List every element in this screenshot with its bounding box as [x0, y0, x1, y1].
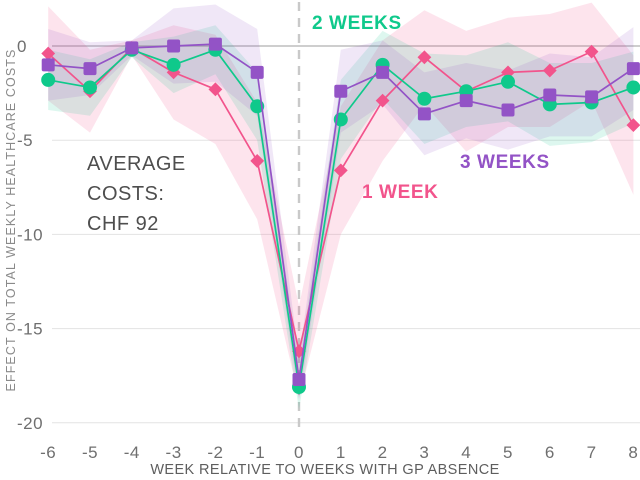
y-tick-label: -10 — [17, 225, 43, 244]
data-point-3-weeks — [292, 372, 306, 386]
data-point-3-weeks — [125, 41, 139, 55]
data-point-3-weeks — [417, 107, 431, 121]
x-tick-label: -6 — [40, 443, 56, 462]
data-point-3-weeks — [376, 65, 390, 79]
data-point-3-weeks — [334, 84, 348, 98]
data-point-1-week — [375, 93, 390, 108]
confidence-band-1-week — [48, 2, 634, 399]
data-point-2-weeks — [626, 80, 640, 95]
data-point-3-weeks — [41, 58, 55, 72]
data-point-1-week — [584, 44, 599, 59]
data-point-2-weeks — [166, 57, 181, 72]
x-tick-label: 1 — [336, 443, 346, 462]
average-costs-annotation: AVERAGE COSTS: CHF 92 — [87, 153, 186, 235]
y-tick-label: 0 — [17, 37, 27, 56]
x-tick-label: 0 — [294, 443, 304, 462]
data-point-1-week — [333, 163, 348, 178]
data-point-3-weeks — [83, 62, 97, 76]
confidence-band-3-weeks — [48, 4, 634, 401]
x-tick-label: 2 — [378, 443, 388, 462]
x-tick-label: 5 — [503, 443, 513, 462]
x-tick-label: -5 — [82, 443, 98, 462]
data-point-3-weeks — [501, 103, 515, 117]
data-point-3-weeks — [208, 37, 222, 51]
x-tick-label: -3 — [166, 443, 182, 462]
x-tick-label: 4 — [461, 443, 471, 462]
y-tick-label: -15 — [17, 320, 43, 339]
series-label-1-week: 1 WEEK — [362, 182, 439, 203]
data-point-1-week — [542, 63, 557, 78]
y-tick-label: -5 — [17, 131, 33, 150]
data-point-3-weeks — [250, 65, 264, 79]
x-tick-label: -2 — [207, 443, 223, 462]
data-point-2-weeks — [83, 80, 97, 95]
data-point-3-weeks — [459, 94, 473, 108]
data-point-3-weeks — [167, 39, 181, 53]
data-point-1-week — [250, 154, 265, 168]
x-tick-label: 8 — [628, 443, 638, 462]
x-axis-title: WEEK RELATIVE TO WEEKS WITH GP ABSENCE — [150, 462, 500, 478]
data-point-3-weeks — [543, 88, 557, 102]
series-label-2-weeks: 2 WEEKS — [312, 13, 402, 34]
data-point-3-weeks — [626, 62, 640, 76]
x-tick-label: 3 — [419, 443, 429, 462]
x-tick-label: -1 — [249, 443, 265, 462]
data-point-1-week — [292, 344, 306, 359]
data-point-1-week — [626, 118, 640, 133]
data-point-1-week — [208, 82, 223, 97]
x-tick-label: 7 — [587, 443, 597, 462]
data-point-2-weeks — [417, 91, 432, 106]
x-tick-label: 6 — [545, 443, 555, 462]
data-point-1-week — [166, 65, 181, 80]
confidence-band-2-weeks — [48, 25, 634, 410]
data-point-2-weeks — [41, 72, 56, 87]
data-point-1-week — [417, 50, 432, 65]
data-point-3-weeks — [585, 90, 599, 104]
x-tick-label: -4 — [124, 443, 140, 462]
series-label-3-weeks: 3 WEEKS — [460, 152, 550, 173]
y-tick-label: -20 — [17, 414, 43, 433]
y-axis-title: EFFECT ON TOTAL WEEKLY HEALTHCARE COSTS — [4, 48, 18, 392]
data-point-2-weeks — [501, 74, 515, 89]
data-point-1-week — [41, 46, 56, 61]
